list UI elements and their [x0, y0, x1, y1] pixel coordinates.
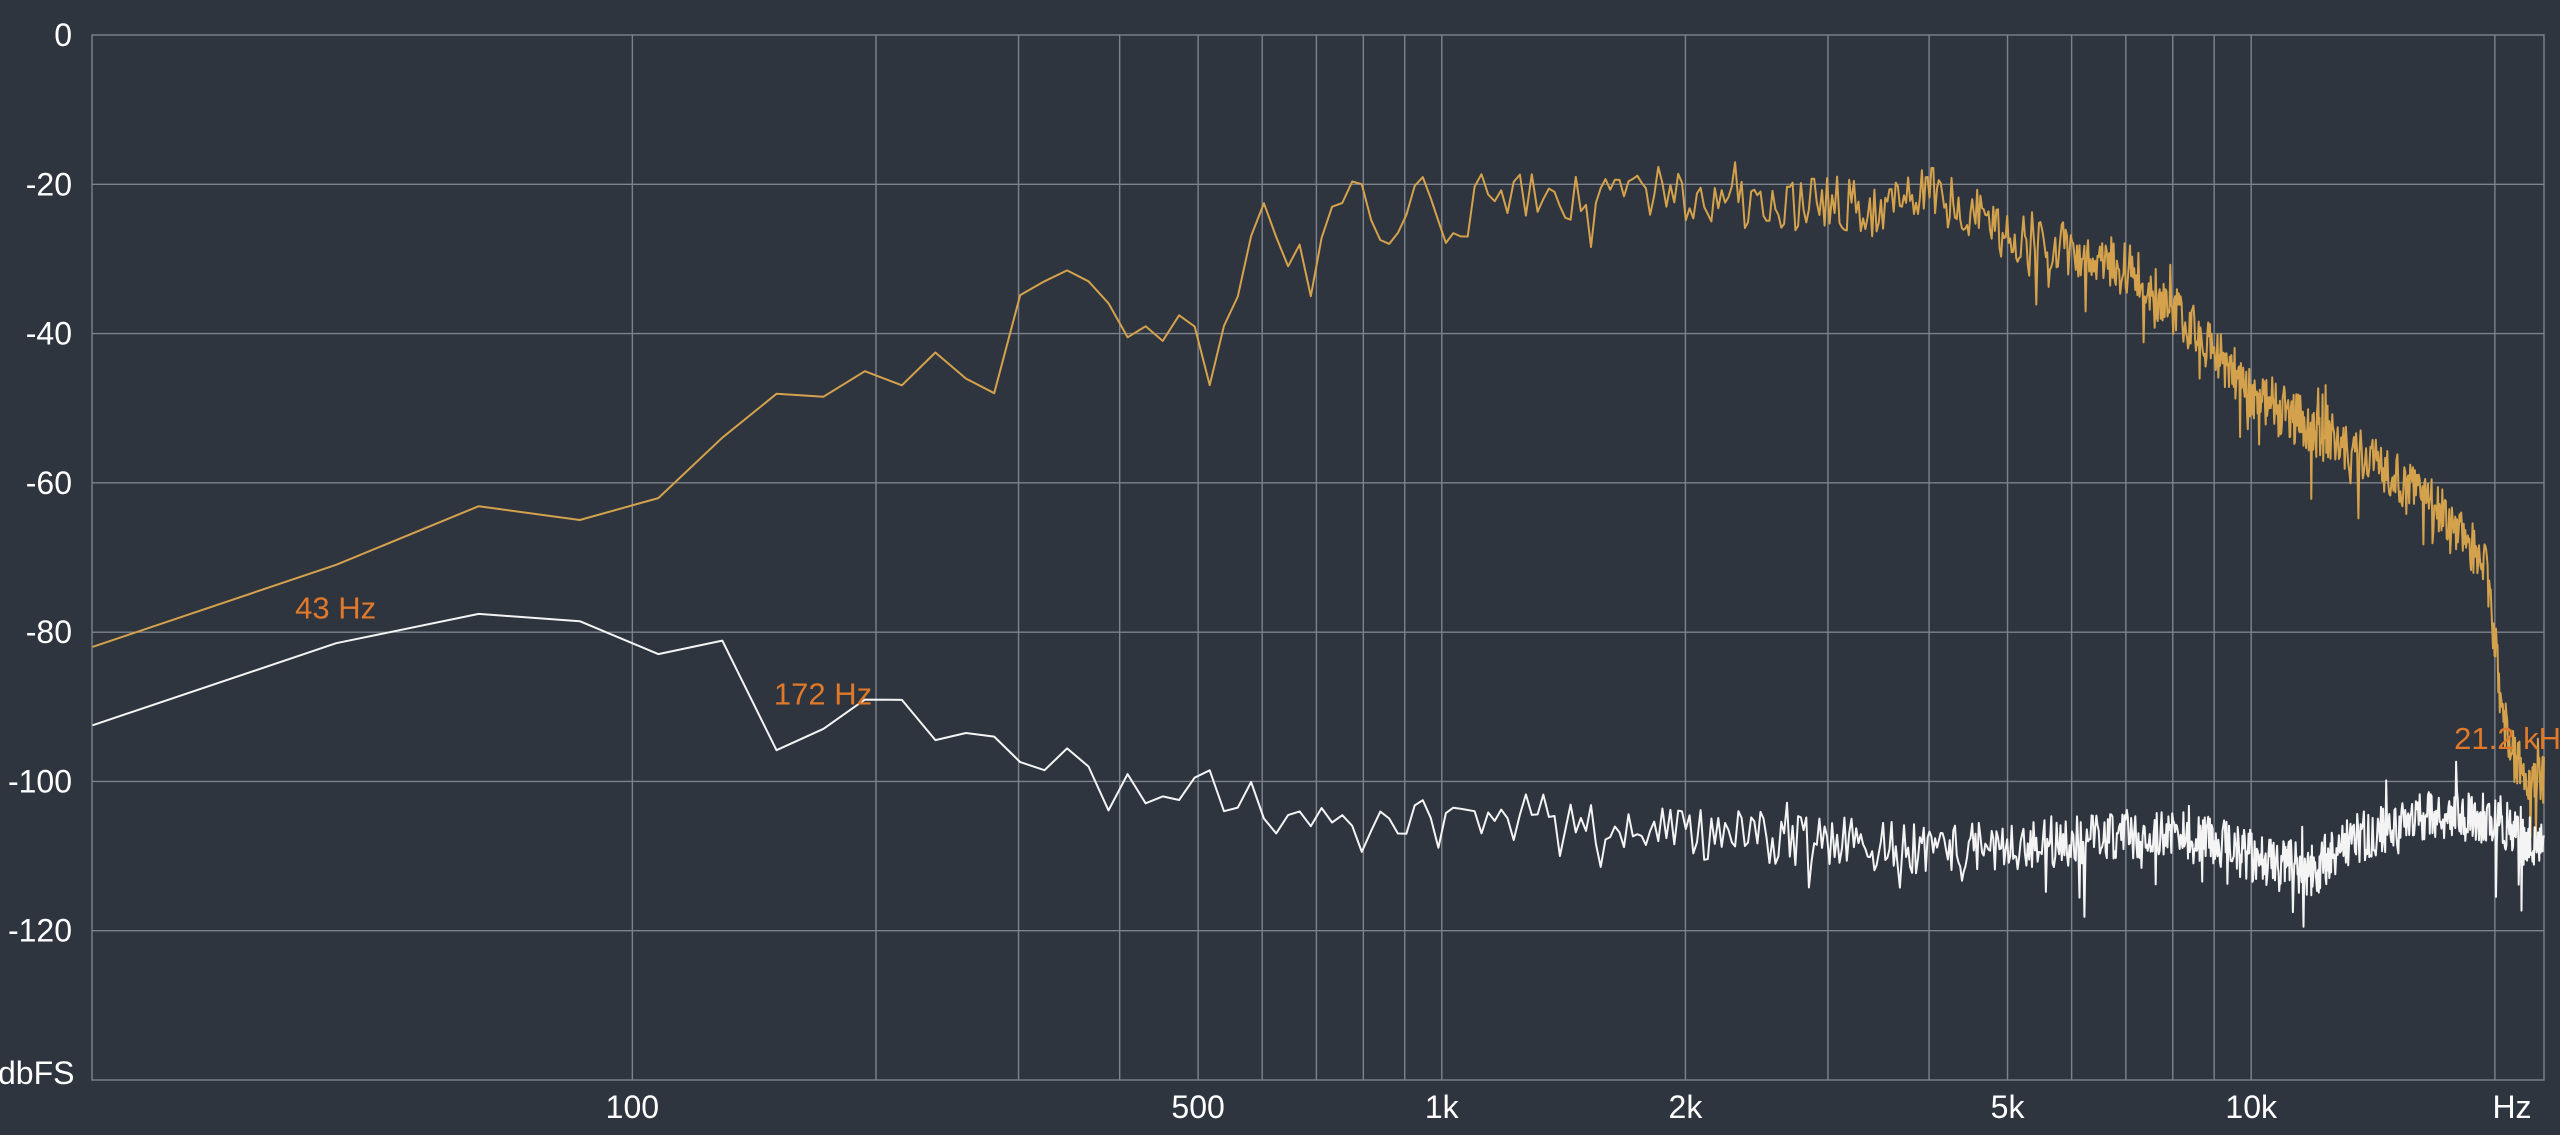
peak-annotation: 43 Hz — [295, 590, 376, 625]
y-tick-label: -120 — [8, 913, 72, 949]
y-tick-label: -40 — [26, 316, 72, 352]
peak-annotation: 172 Hz — [774, 676, 872, 711]
x-axis-unit-label: Hz — [2492, 1089, 2531, 1125]
y-tick-label: -80 — [26, 614, 72, 650]
y-tick-label: -100 — [8, 763, 72, 799]
x-tick-label: 2k — [1669, 1089, 1704, 1125]
series-line-1 — [92, 161, 2545, 839]
x-tick-label: 5k — [1991, 1089, 2026, 1125]
plot-frame — [91, 34, 2545, 1081]
y-axis-unit-label: dbFS — [0, 1055, 74, 1091]
x-tick-label: 500 — [1171, 1089, 1224, 1125]
grid — [91, 34, 2545, 1081]
series-group — [92, 161, 2545, 928]
series-line-2 — [92, 612, 2545, 928]
y-tick-label: -60 — [26, 465, 72, 501]
y-tick-label: -20 — [26, 166, 72, 202]
x-tick-label: 1k — [1425, 1089, 1460, 1125]
y-tick-label: 0 — [54, 17, 72, 53]
peak-annotation: 21.2 kHz — [2454, 721, 2560, 756]
x-tick-label: 100 — [606, 1089, 659, 1125]
x-tick-label: 10k — [2225, 1089, 2278, 1125]
peak-annotations: 43 Hz 172 Hz 21.2 kHz — [295, 590, 2560, 756]
axes: dbFS Hz 0 -20 -40 -60 -80 -100 -120 100 500 1k 2k 5… — [0, 17, 2532, 1125]
